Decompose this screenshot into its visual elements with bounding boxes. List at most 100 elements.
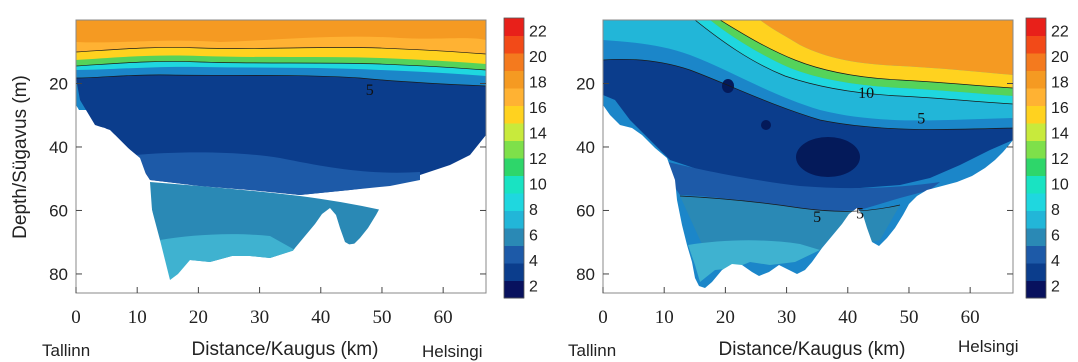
right-deep-spot: [761, 120, 771, 130]
colorbar-label: 12: [529, 151, 547, 168]
x-tick-label: 50: [372, 307, 391, 328]
x-tick-label: 30: [777, 307, 796, 328]
colorbar-swatch: [1026, 228, 1046, 246]
colorbar-swatch: [1026, 245, 1046, 264]
right-layer-lightteal: [688, 240, 820, 282]
colorbar-label: 8: [529, 202, 538, 219]
right-contour-field: [603, 20, 1013, 293]
colorbar-swatch: [504, 280, 524, 299]
left-layer-lowblue: [135, 152, 420, 195]
x-tick-label: 60: [434, 307, 453, 328]
y-tick-label: 80: [576, 265, 595, 284]
colorbar-swatch: [504, 140, 524, 159]
left-plot-frame: [75, 19, 487, 294]
right-contour-line: [603, 58, 1013, 130]
x-tick-label: 40: [838, 307, 857, 328]
y-tick-label: 60: [576, 201, 595, 220]
colorbar-swatch: [504, 18, 524, 36]
colorbar-swatch: [1026, 18, 1046, 36]
colorbar-swatch: [1026, 210, 1046, 229]
colorbar-label: 12: [1051, 151, 1069, 168]
colorbar-swatch: [1026, 280, 1046, 299]
colorbar-label: 16: [529, 100, 547, 117]
left-contour-line: [76, 74, 486, 87]
contour-label: 10: [858, 85, 874, 102]
right-deep-pool: [796, 137, 860, 177]
x-tick-label: 60: [961, 307, 980, 328]
colorbar-swatch: [1026, 193, 1046, 211]
left-end-label: Helsingi: [422, 342, 482, 361]
right-layer-green: [710, 20, 1013, 96]
y-tick-label: 80: [49, 265, 68, 284]
x-tick-label: 50: [899, 307, 918, 328]
y-tick-label: 40: [576, 138, 595, 157]
left-y-ticks: 20 40 60 80: [49, 74, 486, 284]
x-tick-label: 10: [655, 307, 674, 328]
left-contour-line: [76, 47, 486, 55]
right-chart: 20 40 60 80 0 10 20 30 40 50 60 10 5 5 5 Distance/Ka…: [568, 19, 1018, 360]
colorbar-swatch: [504, 123, 524, 141]
colorbar-swatch: [504, 193, 524, 211]
colorbar-swatch: [504, 158, 524, 176]
colorbar-swatch: [1026, 123, 1046, 141]
y-tick-label: 40: [49, 138, 68, 157]
right-seabed: [603, 105, 1013, 293]
left-start-label: Tallinn: [42, 341, 90, 360]
colorbar-frame: [503, 17, 525, 299]
colorbar-swatch: [1026, 35, 1046, 54]
colorbar-swatch: [1026, 140, 1046, 159]
colorbar-swatch: [1026, 105, 1046, 124]
colorbar-swatch: [1026, 53, 1046, 71]
colorbar-label: 18: [1051, 75, 1069, 92]
right-contour-line: [694, 20, 1013, 105]
left-contour-field: [76, 20, 486, 293]
colorbar-swatch: [504, 88, 524, 106]
colorbar-label: 2: [1051, 278, 1060, 295]
left-contour-labels: 5: [366, 82, 374, 99]
x-tick-label: 40: [311, 307, 330, 328]
left-x-ticks: 0 10 20 30 40 50 60: [71, 287, 453, 328]
left-chart: 20 40 60 80 0 10 20 30 40 50 60 5 Depth/Sügavus (…: [10, 19, 487, 361]
left-y-axis-title: Depth/Sügavus (m): [10, 75, 31, 239]
colorbar-label: 14: [1051, 126, 1069, 143]
right-layer-lowblue: [660, 160, 940, 212]
y-tick-label: 20: [49, 74, 68, 93]
x-tick-label: 10: [128, 307, 147, 328]
contour-label: 5: [856, 206, 864, 223]
right-x-ticks: 0 10 20 30 40 50 60: [598, 287, 980, 328]
colorbar-swatch: [504, 53, 524, 71]
left-layer-lightteal: [160, 234, 295, 280]
colorbar-label: 20: [529, 49, 547, 66]
colorbar-label: 4: [1051, 253, 1060, 270]
colorbar-swatch: [504, 70, 524, 89]
right-end-label: Helsingi: [958, 337, 1018, 356]
right-start-label: Tallinn: [568, 341, 616, 360]
colorbar-label: 16: [1051, 100, 1069, 117]
x-tick-label: 30: [250, 307, 269, 328]
x-tick-label: 0: [71, 307, 81, 328]
colorbar-swatch: [1026, 175, 1046, 194]
colorbar-swatch: [1026, 158, 1046, 176]
colorbar-swatch: [1026, 70, 1046, 89]
contour-label: 5: [366, 82, 374, 99]
y-tick-label: 60: [49, 201, 68, 220]
right-contour-line: [679, 195, 901, 212]
colorbar-label: 20: [1051, 49, 1069, 66]
left-colorbar: 2 4 6 8 10 12 14 16 18 20 22: [503, 17, 547, 299]
right-layer-warm: [760, 20, 1013, 75]
right-layer-deep: [603, 59, 1013, 190]
right-y-ticks: 20 40 60 80: [576, 74, 1013, 284]
colorbar-swatch: [504, 210, 524, 229]
colorbar-label: 22: [529, 24, 547, 41]
right-colorbar: 2 4 6 8 10 12 14 16 18 20 22: [1025, 17, 1069, 299]
colorbar-label: 4: [529, 253, 538, 270]
colorbar-label: 14: [529, 126, 547, 143]
right-x-axis-title: Distance/Kaugus (km): [719, 339, 906, 360]
colorbar-label: 6: [529, 227, 538, 244]
colorbar-swatch: [504, 175, 524, 194]
colorbar-label: 2: [529, 278, 538, 295]
right-layer-yellow: [720, 20, 1013, 88]
right-layer-cyan: [695, 20, 1013, 104]
left-x-axis-title: Distance/Kaugus (km): [192, 339, 379, 360]
